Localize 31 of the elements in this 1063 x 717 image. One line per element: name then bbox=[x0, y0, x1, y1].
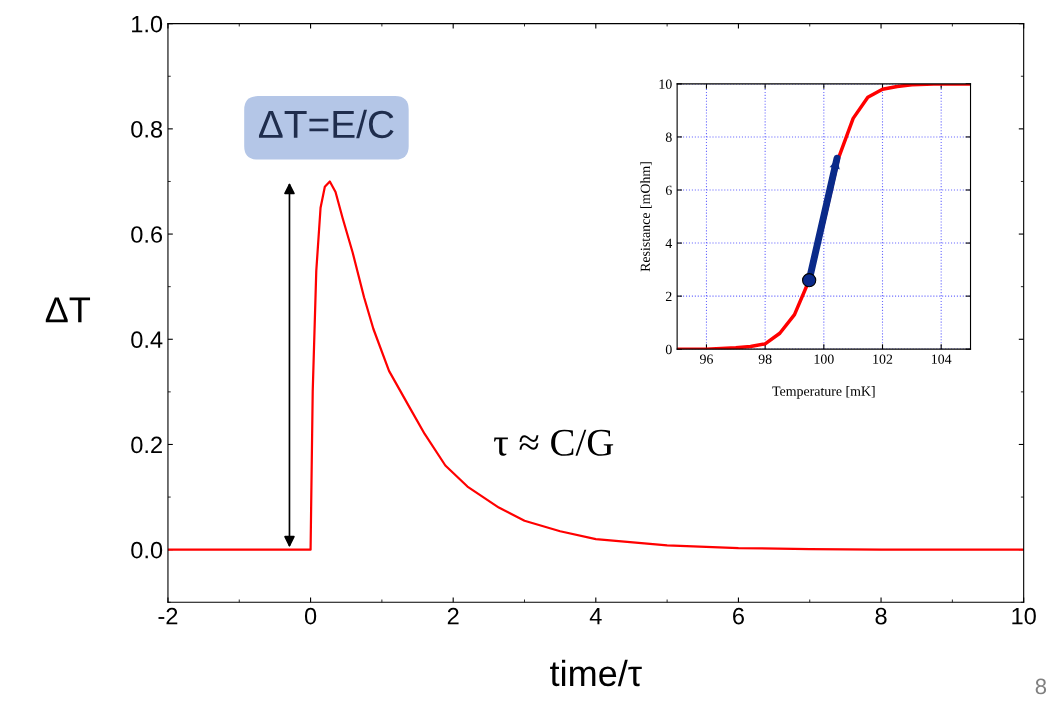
x-tick-label: 98 bbox=[758, 354, 772, 364]
x-tick-label: 6 bbox=[733, 607, 744, 625]
annotation: τ ≈ C/G bbox=[493, 429, 614, 456]
x-tick-label: 96 bbox=[699, 354, 713, 364]
y-tick-label: 0.6 bbox=[131, 226, 163, 243]
x-tick-label: 4 bbox=[589, 608, 602, 625]
y-tick-label: 0.8 bbox=[131, 120, 163, 138]
x-tick-label: 0 bbox=[304, 607, 317, 625]
x-tick-label: 8 bbox=[875, 607, 887, 625]
y-tick-label: 0.4 bbox=[131, 331, 163, 349]
annotation: ΔT=E/C bbox=[258, 109, 394, 139]
x-axis-title: Temperature [mK] bbox=[772, 386, 875, 399]
x-tick-label: 10 bbox=[1012, 607, 1036, 625]
y-tick-label: 0 bbox=[665, 344, 672, 355]
y-tick-label: 2 bbox=[665, 291, 672, 301]
x-tick-label: -2 bbox=[158, 607, 178, 625]
y-tick-label: 8 bbox=[665, 132, 672, 142]
y-tick-label: 4 bbox=[665, 238, 673, 248]
x-tick-label: 102 bbox=[873, 354, 893, 364]
text: 8 bbox=[1035, 678, 1047, 695]
x-axis-title: time/τ bbox=[550, 659, 642, 687]
y-tick-label: 10 bbox=[659, 79, 672, 89]
y-tick-label: 0.0 bbox=[131, 541, 163, 559]
y-axis-title: ΔT bbox=[45, 297, 91, 323]
y-tick-label: 1.0 bbox=[132, 15, 163, 33]
x-tick-label: 100 bbox=[814, 354, 834, 364]
y-tick-label: 0.2 bbox=[131, 436, 162, 454]
y-axis-title: Resistance [mOhm] bbox=[640, 162, 652, 272]
x-tick-label: 104 bbox=[931, 354, 952, 364]
y-tick-label: 6 bbox=[665, 185, 672, 195]
x-tick-label: 2 bbox=[447, 607, 459, 625]
